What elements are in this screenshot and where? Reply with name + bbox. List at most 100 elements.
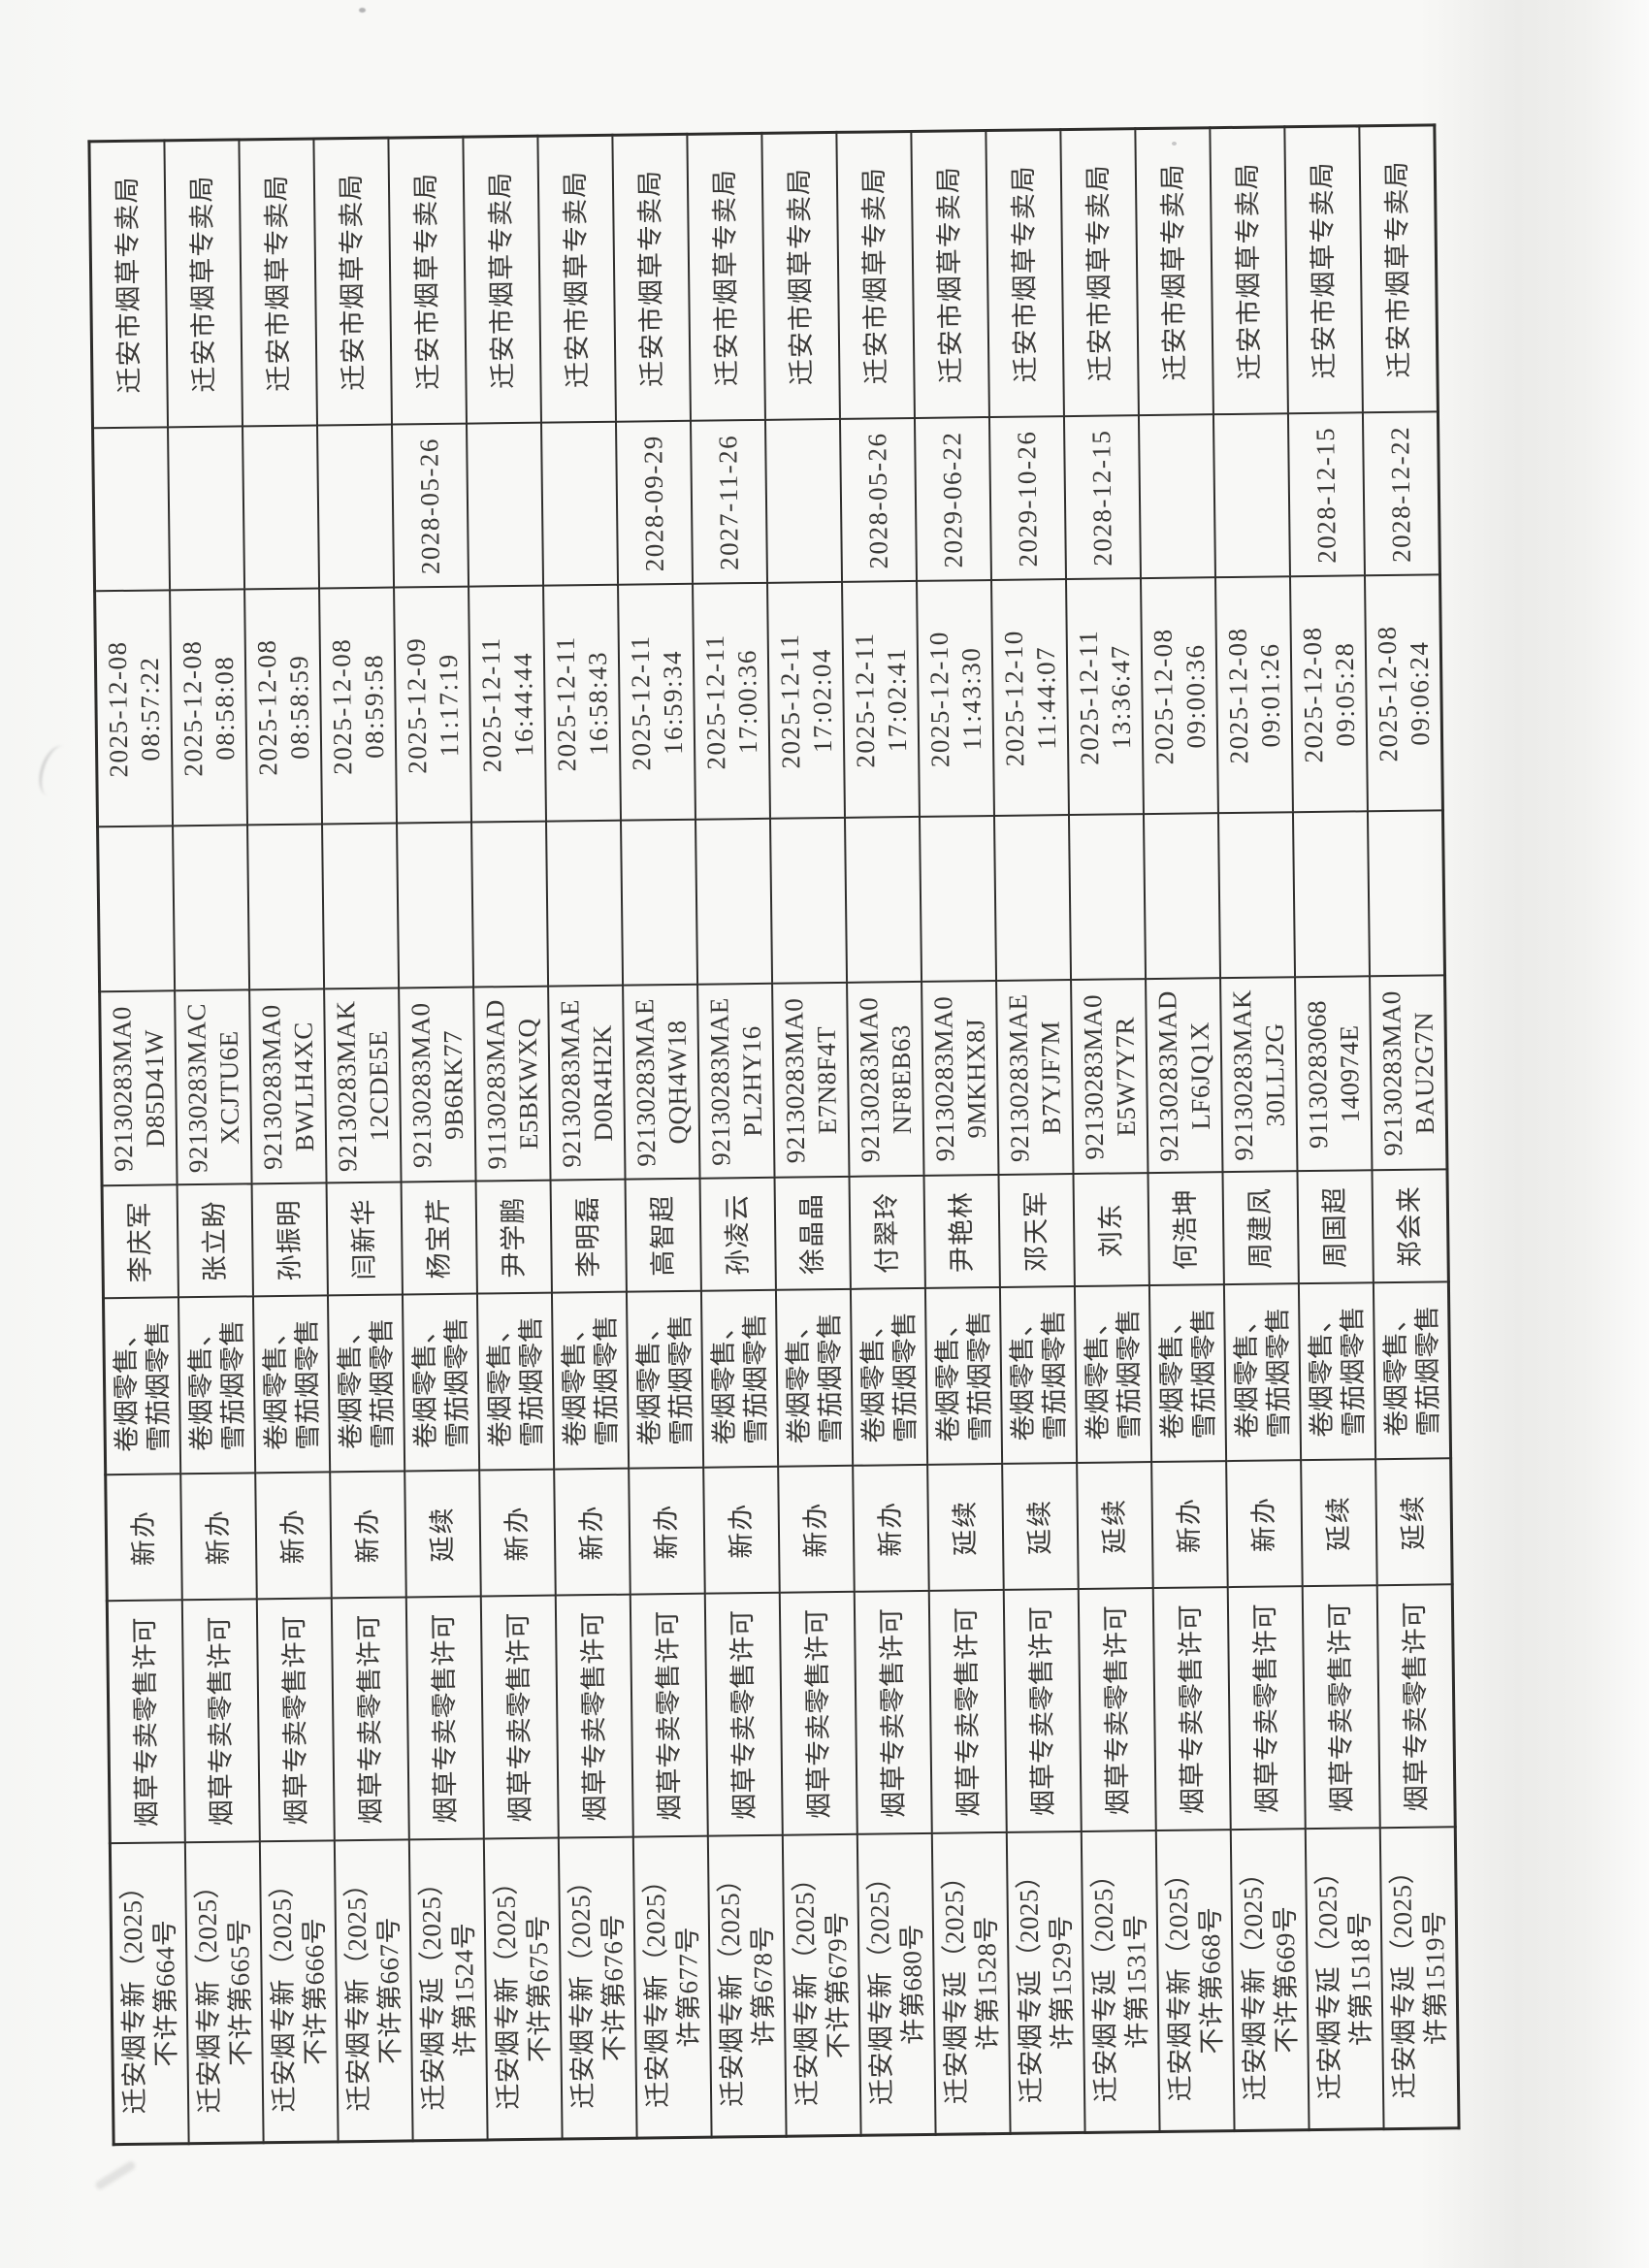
cell-name: 刘东 (1073, 1173, 1149, 1287)
cell-apply-type: 延续 (1002, 1463, 1079, 1591)
cell-credit-code: 92130283MAE B7YJF7M (996, 980, 1074, 1176)
cell-category: 烟草专卖零售许可 (181, 1599, 260, 1843)
cell-apply-type: 新办 (554, 1469, 630, 1597)
cell-license-time: 2025-12-11 16:59:34 (618, 584, 696, 822)
cell-authority: 迁安市烟草专卖局 (388, 137, 468, 426)
cell-apply-type: 延续 (1375, 1458, 1453, 1586)
cell-blank (322, 824, 400, 989)
cell-apply-type: 延续 (404, 1471, 481, 1598)
cell-blank (770, 818, 848, 985)
cell-doc-number: 迁安烟专新（2025） 不许第679号 (782, 1834, 861, 2137)
cell-valid-until (1138, 414, 1216, 579)
cell-license-time: 2025-12-08 09:06:24 (1364, 574, 1443, 812)
cell-valid-until (764, 419, 843, 584)
cell-authority: 迁安市烟草专卖局 (687, 133, 765, 422)
rotated-table-wrapper: 迁安烟专新（2025） 不许第664号 烟草专卖零售许可 新办 卷烟零售、 雪茄烟零售… (87, 123, 1461, 2147)
cell-authority: 迁安市烟草专卖局 (463, 136, 541, 425)
cell-valid-until: 2028-05-26 (392, 424, 469, 589)
cell-authority: 迁安市烟草专卖局 (537, 135, 616, 424)
cell-doc-number: 迁安烟专延（2025） 许第1529号 (1006, 1831, 1085, 2134)
cell-credit-code: 92130283MAC XCJTU6E (175, 989, 252, 1185)
cell-scope: 卷烟零售、 雪茄烟零售 (1148, 1284, 1227, 1463)
cell-blank (844, 817, 922, 984)
cell-valid-until (242, 425, 320, 590)
cell-credit-code: 92130283MA0 D85D41W (99, 990, 178, 1186)
cell-name: 郑会来 (1372, 1169, 1449, 1283)
cell-apply-type: 新办 (180, 1473, 257, 1601)
cell-scope: 卷烟零售、 雪茄烟零售 (626, 1291, 704, 1470)
cell-blank (97, 826, 176, 992)
cell-valid-until: 2028-12-22 (1362, 411, 1440, 576)
cell-blank (1217, 812, 1296, 979)
cell-name: 闫新华 (326, 1182, 403, 1296)
cell-category: 烟草专卖零售许可 (1227, 1586, 1306, 1831)
cell-doc-number: 迁安烟专延（2025） 许第1519号 (1379, 1827, 1460, 2129)
cell-credit-code: 92130283MA0 E7N8F4T (772, 983, 850, 1179)
cell-valid-until: 2029-10-26 (988, 416, 1067, 581)
cell-credit-code: 92130283MA0 BWLH4XC (249, 988, 327, 1184)
cell-apply-type: 新办 (330, 1471, 406, 1599)
cell-category: 烟草专卖零售许可 (1302, 1585, 1380, 1830)
cell-scope: 卷烟零售、 雪茄烟零售 (924, 1287, 1003, 1466)
cell-name: 杨宝芹 (401, 1182, 477, 1295)
cell-authority: 迁安市烟草专卖局 (911, 130, 989, 419)
cell-authority: 迁安市烟草专卖局 (88, 140, 169, 429)
cell-credit-code: 92130283MAE PL2HY16 (697, 984, 775, 1180)
cell-doc-number: 迁安烟专延（2025） 许第1518号 (1305, 1828, 1384, 2130)
cell-scope: 卷烟零售、 雪茄烟零售 (327, 1294, 405, 1473)
cell-apply-type: 新办 (778, 1466, 855, 1594)
cell-category: 烟草专卖零售许可 (480, 1596, 559, 1839)
cell-credit-code: 91130283068 140974E (1295, 976, 1373, 1172)
cell-apply-type: 新办 (703, 1467, 780, 1595)
cell-authority: 迁安市烟草专卖局 (1359, 124, 1439, 413)
cell-credit-code: 92130283MA0 E5W7Y7R (1071, 979, 1148, 1175)
cell-credit-code: 92130283MA0 NF8EB63 (847, 982, 924, 1178)
cell-name: 何浩坤 (1148, 1172, 1224, 1286)
cell-license-time: 2025-12-10 11:43:30 (917, 580, 994, 818)
cell-category: 烟草专卖零售许可 (331, 1597, 409, 1841)
cell-scope: 卷烟零售、 雪茄烟零售 (850, 1288, 928, 1467)
cell-name: 尹艳林 (923, 1175, 1000, 1289)
cell-valid-until (540, 422, 619, 587)
cell-category: 烟草专卖零售许可 (405, 1597, 484, 1840)
cell-apply-type: 新办 (1151, 1461, 1228, 1589)
cell-apply-type: 新办 (255, 1472, 332, 1600)
cell-doc-number: 迁安烟专延（2025） 许第1524号 (408, 1838, 488, 2141)
cell-apply-type: 延续 (1077, 1462, 1153, 1590)
cell-name: 李明磊 (550, 1180, 627, 1294)
cell-valid-until: 2028-12-15 (1287, 412, 1365, 577)
cell-apply-type: 延续 (1301, 1459, 1377, 1587)
cell-category: 烟草专卖零售许可 (1003, 1589, 1082, 1833)
cell-apply-type: 延续 (927, 1464, 1004, 1592)
cell-name: 付翠玲 (849, 1176, 925, 1290)
cell-authority: 迁安市烟草专卖局 (761, 132, 840, 421)
cell-scope: 卷烟零售、 雪茄烟零售 (178, 1296, 256, 1474)
cell-license-time: 2025-12-11 13:36:47 (1066, 578, 1144, 816)
cell-license-time: 2025-12-08 08:57:22 (94, 590, 174, 827)
cell-license-time: 2025-12-08 09:05:28 (1289, 575, 1368, 813)
cell-doc-number: 迁安烟专新（2025） 不许第676号 (558, 1837, 637, 2140)
cell-blank (471, 822, 549, 988)
cell-scope: 卷烟零售、 雪茄烟零售 (476, 1293, 555, 1472)
cell-credit-code: 92130283MAK 30LLJ2G (1220, 977, 1298, 1173)
cell-doc-number: 迁安烟专新（2025） 许第680号 (857, 1833, 936, 2136)
cell-scope: 卷烟零售、 雪茄烟零售 (252, 1295, 331, 1474)
cell-valid-until: 2029-06-22 (914, 417, 992, 582)
cell-category: 烟草专卖零售许可 (779, 1592, 857, 1836)
cell-blank (247, 824, 325, 990)
cell-category: 烟草专卖零售许可 (1152, 1587, 1231, 1831)
cell-doc-number: 迁安烟专新（2025） 许第677号 (632, 1836, 712, 2139)
cell-name: 徐晶晶 (774, 1177, 851, 1291)
cell-doc-number: 迁安烟专延（2025） 许第1528号 (931, 1832, 1011, 2135)
cell-scope: 卷烟零售、 雪茄烟零售 (402, 1294, 480, 1472)
cell-blank (919, 816, 997, 983)
cell-authority: 迁安市烟草专卖局 (612, 134, 691, 423)
cell-apply-type: 新办 (479, 1470, 556, 1598)
cell-blank (1292, 811, 1371, 978)
cell-doc-number: 迁安烟专新（2025） 不许第665号 (184, 1841, 264, 2144)
cell-category: 烟草专卖零售许可 (1078, 1588, 1156, 1832)
cell-credit-code: 92130283MAE QQH4W18 (623, 985, 700, 1181)
cell-license-time: 2025-12-08 08:59:58 (319, 588, 398, 825)
cell-blank (1068, 814, 1147, 981)
